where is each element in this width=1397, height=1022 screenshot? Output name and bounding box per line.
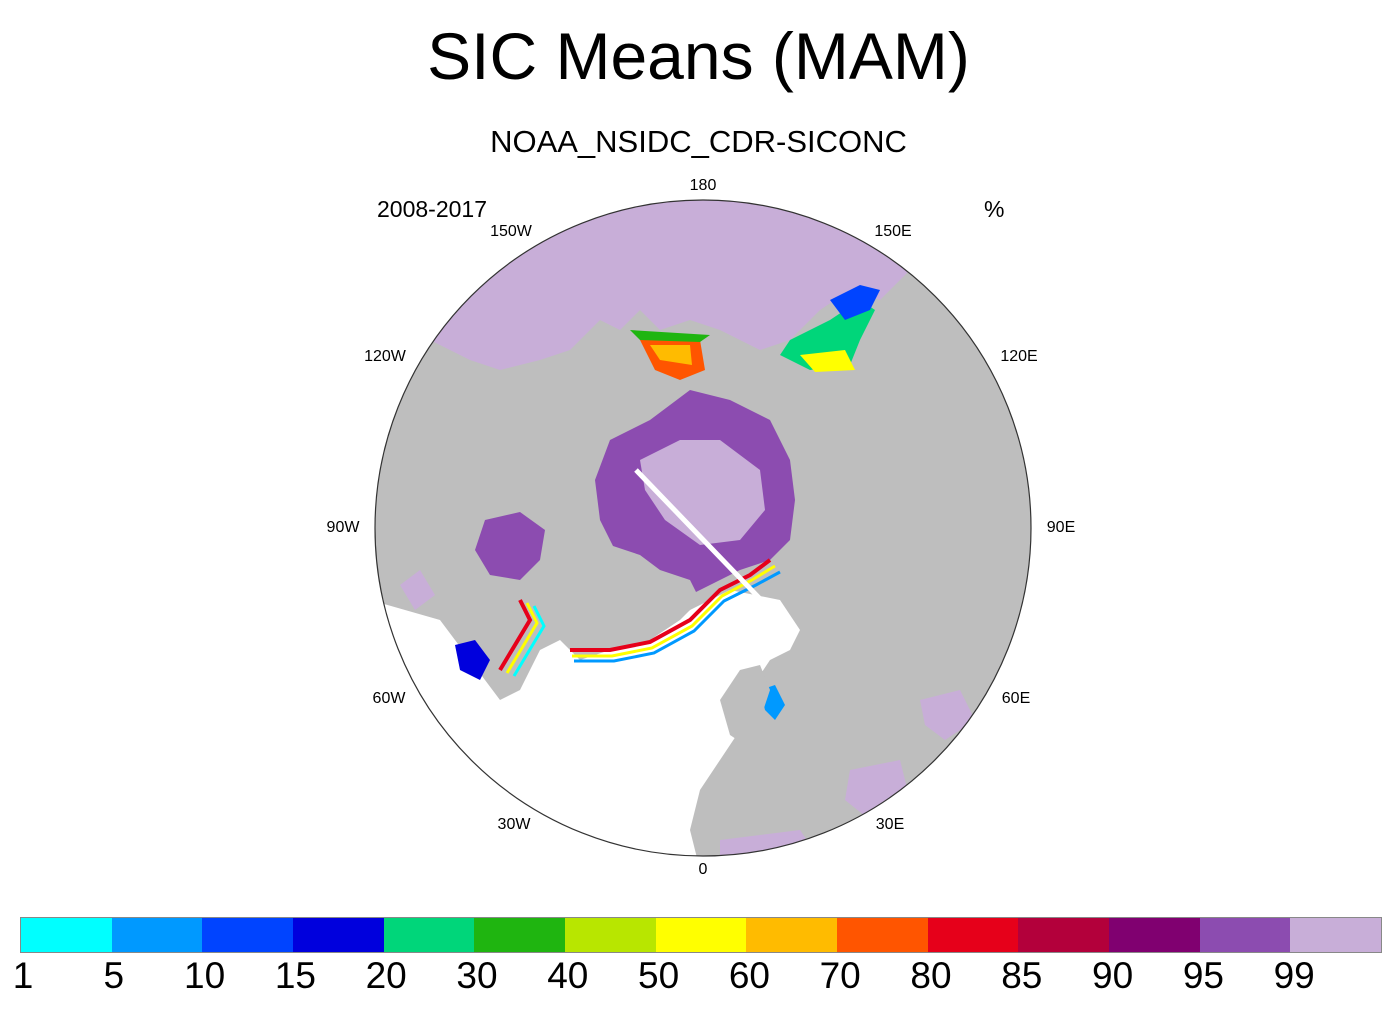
colorbar-tick-label: 60 [728,955,770,996]
colorbar-swatch [655,918,747,952]
dataset-subtitle: NOAA_NSIDC_CDR-SICONC [490,124,907,159]
colorbar-tick-label: 1 [12,955,34,996]
greenland-sea-edge-blue [574,570,781,663]
colorbar-swatch [202,918,294,952]
colorbar-swatch [927,918,1019,952]
lon-label-30e: 30E [875,816,905,833]
colorbar-swatch [1018,918,1110,952]
colorbar-tick-label: 40 [547,955,589,996]
hudson-bay-ice [475,512,545,580]
greenland-sea-edge-yellow [572,564,776,658]
okhotsk-ice-yellow [800,350,855,372]
bering-ice-green [630,330,710,342]
period-label: 2008-2017 [377,196,487,222]
colorbar-tick-label: 99 [1273,955,1315,996]
colorbar-swatch [746,918,838,952]
colorbar-swatch [383,918,475,952]
west-canada-land-ice [400,570,435,610]
colorbar-swatch [1199,918,1291,952]
colorbar-swatch [1109,918,1200,952]
lon-label-90w: 90W [326,519,360,536]
greenland-sea-edge [570,558,772,652]
bottom-land-ice [720,830,820,856]
lon-label-60e: 60E [1001,690,1031,707]
labrador-edge-cyan [512,605,546,677]
colorbar-tick-label: 30 [456,955,498,996]
st-lawrence-ice [455,640,490,680]
lon-label-60w: 60W [372,690,406,707]
colorbar-tick-label: 20 [365,955,407,996]
colorbar-swatch [1290,918,1382,952]
colorbar-tick-label: 90 [1092,955,1134,996]
lon-label-120e: 120E [1000,348,1038,365]
lon-label-180: 180 [689,177,717,194]
colorbar-swatch [21,918,112,952]
colorbar-tick-label: 95 [1182,955,1224,996]
pole-hole-line [634,468,792,632]
lon-label-150w: 150W [490,223,532,240]
lon-label-120w: 120W [364,348,406,365]
colorbar-tick-label: 15 [274,955,316,996]
lon-label-30w: 30W [497,816,531,833]
chart-title: SIC Means (MAM) [427,19,970,93]
colorbar-tick-label: 5 [103,955,125,996]
colorbar-swatch [474,918,566,952]
labrador-edge [498,599,533,672]
colorbar-tick-label: 10 [184,955,226,996]
units-label: % [984,196,1005,222]
colorbar-tick-label: 80 [910,955,952,996]
colorbar [20,917,1382,953]
labrador-edge-yellow [505,602,539,674]
colorbar-tick-label: 70 [819,955,861,996]
map-boundary [374,199,1032,857]
arctic-full-ice-core [640,440,765,545]
colorbar-swatch [837,918,928,952]
lon-label-0: 0 [698,861,708,878]
okhotsk-ice-blue [830,285,880,320]
bering-ice-mid [650,345,692,365]
east-siberia-land-ice [920,690,975,740]
colorbar-labels: 1 5 10 15 20 30 40 50 60 70 80 85 90 95 99 [0,955,1397,1005]
lon-label-150e: 150E [874,223,912,240]
scandinavia [720,665,770,745]
colorbar-swatch [111,918,203,952]
colorbar-swatch [293,918,384,952]
polar-map [374,199,1032,857]
lon-label-90e: 90E [1046,519,1076,536]
colorbar-tick-label: 50 [638,955,680,996]
colorbar-tick-label: 85 [1001,955,1043,996]
colorbar-swatch [565,918,656,952]
greenland [560,545,700,650]
